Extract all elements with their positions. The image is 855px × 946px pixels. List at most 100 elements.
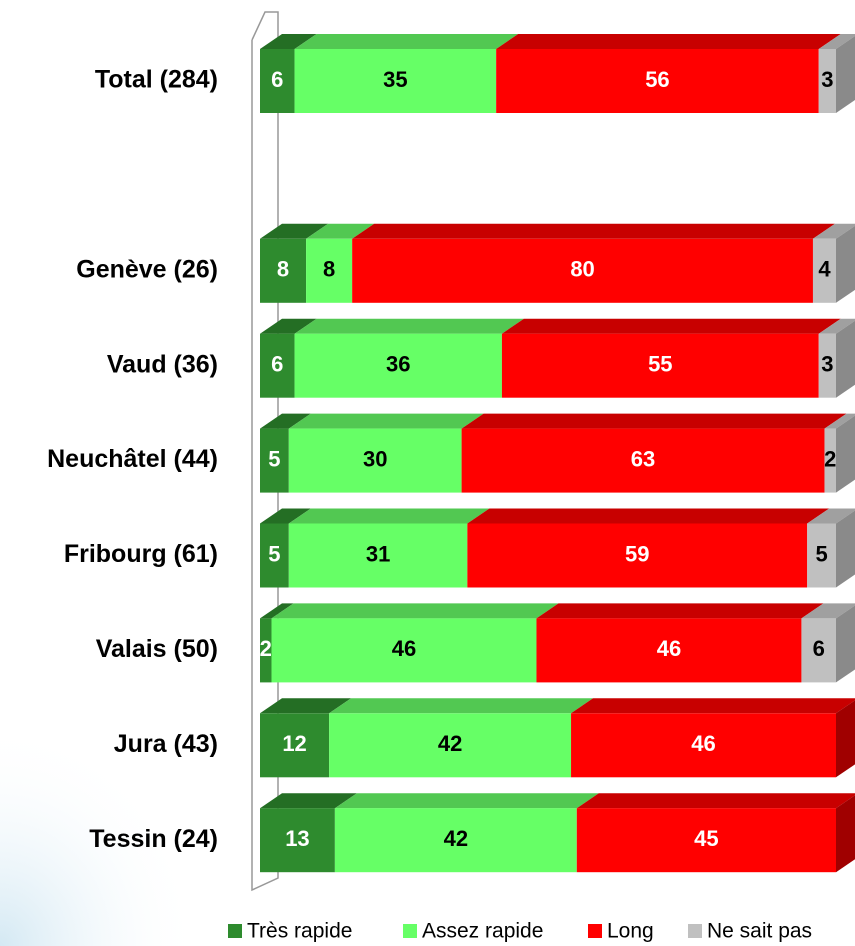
bar-top: [818, 34, 855, 49]
bar-segment: [571, 713, 836, 778]
bar-top: [496, 34, 841, 49]
bar-segment: [271, 618, 537, 683]
value-label: 42: [438, 731, 462, 756]
bar-segment: [294, 333, 502, 398]
value-label: 55: [648, 352, 672, 377]
bar-side: [836, 795, 855, 873]
value-label: 63: [631, 446, 655, 471]
category-label: Vaud (36): [107, 350, 218, 378]
bar-top: [294, 34, 519, 49]
value-label: 36: [386, 352, 410, 377]
bar-side: [836, 320, 855, 398]
bar-segment: [288, 523, 468, 588]
value-label: 6: [813, 636, 825, 661]
bar-segment: [824, 428, 836, 493]
category-label: Total (284): [95, 66, 218, 94]
value-label: 5: [815, 541, 827, 566]
bar-top: [260, 603, 294, 619]
bar-top: [571, 698, 855, 714]
bar-top: [260, 223, 329, 239]
value-label: 59: [625, 541, 649, 566]
value-label: 8: [277, 257, 289, 282]
bar-top: [818, 318, 855, 334]
bar-segment: [496, 49, 819, 113]
legend-swatch: [403, 924, 417, 938]
legend-swatch: [688, 924, 702, 938]
bar-segment: [352, 238, 813, 303]
bar-segment: [576, 808, 836, 873]
value-label: 3: [821, 67, 833, 92]
legend-swatch: [588, 924, 602, 938]
bar-side: [836, 225, 855, 303]
bar-segment: [288, 428, 462, 493]
bar-segment: [260, 808, 335, 873]
value-label: 12: [282, 731, 306, 756]
bar-top: [288, 508, 490, 524]
bar-top: [294, 318, 524, 334]
bar-top: [536, 603, 824, 619]
bar-segment: [818, 49, 836, 113]
bar-top: [260, 793, 357, 809]
value-label: 6: [271, 67, 283, 92]
category-label: Fribourg (61): [64, 540, 218, 568]
value-label: 3: [821, 352, 833, 377]
bar-side: [836, 700, 855, 778]
bar-segment: [801, 618, 836, 683]
bar-top: [801, 603, 855, 619]
value-label: 42: [444, 826, 468, 851]
bar-segment: [260, 238, 307, 303]
bar-segment: [260, 49, 295, 113]
bar-top: [334, 793, 599, 809]
category-label: Valais (50): [96, 635, 218, 663]
value-label: 46: [392, 636, 416, 661]
bar-top: [306, 223, 375, 239]
legend-label: Assez rapide: [422, 920, 543, 943]
value-label: 4: [818, 257, 831, 282]
bar-segment: [812, 238, 836, 303]
bar-segment: [260, 618, 272, 683]
bar-segment: [306, 238, 353, 303]
category-label: Neuchâtel (44): [47, 445, 218, 473]
bar-segment: [461, 428, 825, 493]
value-label: 5: [268, 446, 280, 471]
bar-top: [260, 413, 311, 429]
bar-top: [501, 318, 841, 334]
bar-segment: [818, 333, 836, 398]
value-label: 31: [366, 541, 390, 566]
legend-swatch: [228, 924, 242, 938]
category-label: Jura (43): [114, 730, 218, 758]
legend-label: Long: [607, 920, 654, 943]
bar-segment: [260, 713, 330, 778]
bar-top: [352, 223, 835, 239]
bar-top: [807, 508, 855, 524]
bar-top: [576, 793, 855, 809]
bar-segment: [807, 523, 836, 588]
bar-top: [260, 508, 311, 524]
value-label: 5: [268, 541, 280, 566]
category-label: Genève (26): [76, 255, 218, 283]
bar-top: [467, 508, 830, 524]
bar-top: [260, 34, 317, 49]
bar-side: [836, 415, 855, 493]
value-label: 6: [271, 352, 283, 377]
bar-top: [288, 413, 484, 429]
bar-segment: [467, 523, 808, 588]
legend-label: Très rapide: [247, 920, 352, 943]
value-label: 8: [323, 257, 335, 282]
bar-segment: [329, 713, 572, 778]
bar-segment: [260, 333, 295, 398]
value-label: 80: [570, 257, 594, 282]
category-label: Tessin (24): [89, 825, 218, 853]
bar-top: [329, 698, 594, 714]
bar-top: [461, 413, 847, 429]
value-label: 2: [824, 446, 836, 471]
bar-top: [824, 413, 855, 429]
value-label: 30: [363, 446, 387, 471]
bar-top: [812, 223, 855, 239]
legend-label: Ne sait pas: [707, 920, 812, 943]
bar-segment: [294, 49, 497, 113]
bar-top: [260, 318, 317, 334]
bar-segment: [260, 523, 289, 588]
value-label: 56: [645, 67, 669, 92]
bar-side: [836, 605, 855, 683]
